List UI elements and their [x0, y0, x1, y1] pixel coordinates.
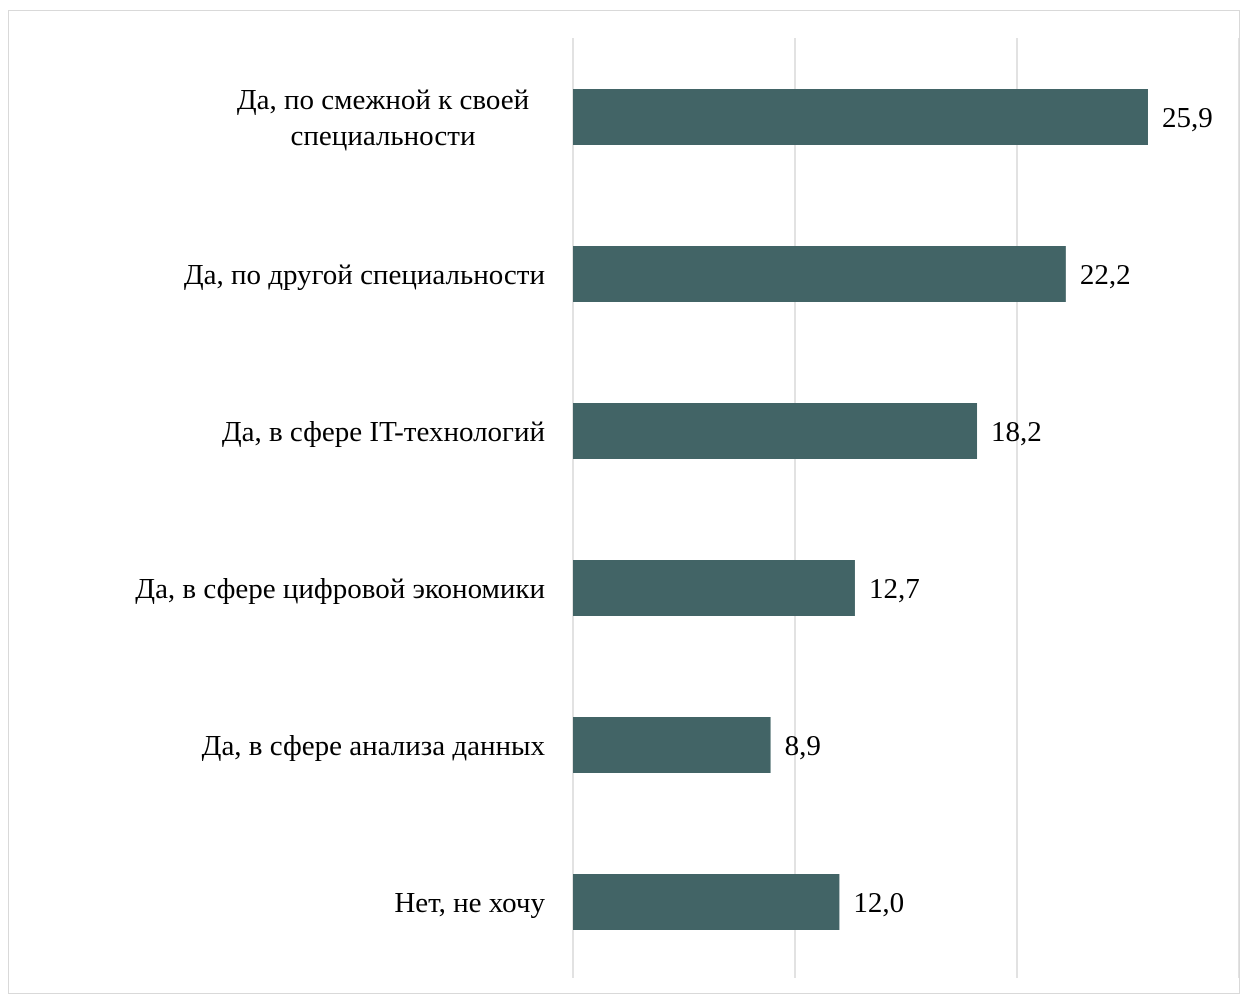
bar-1: [573, 89, 1148, 145]
value-label-1: 25,9: [1162, 102, 1213, 134]
value-label-2: 22,2: [1080, 259, 1131, 291]
category-label-5: Да, в сфере анализа данных: [202, 730, 546, 762]
category-label-1-line-1: Да, по смежной к своей: [237, 84, 529, 116]
category-label-4: Да, в сфере цифровой экономики: [135, 573, 545, 605]
category-label-6: Нет, не хочу: [394, 887, 545, 919]
bar-6: [573, 874, 840, 930]
value-label-5: 8,9: [785, 730, 821, 762]
bar-2: [573, 246, 1066, 302]
value-label-6: 12,0: [853, 887, 904, 919]
bar-5: [573, 717, 771, 773]
value-label-3: 18,2: [991, 416, 1042, 448]
category-label-3: Да, в сфере IT-технологий: [222, 416, 545, 448]
value-label-4: 12,7: [869, 573, 920, 605]
bar-4: [573, 560, 855, 616]
category-label-2: Да, по другой специальности: [184, 259, 545, 291]
bar-3: [573, 403, 978, 459]
category-label-1-line-2: специальности: [291, 120, 476, 152]
chart-frame: [8, 10, 1240, 994]
